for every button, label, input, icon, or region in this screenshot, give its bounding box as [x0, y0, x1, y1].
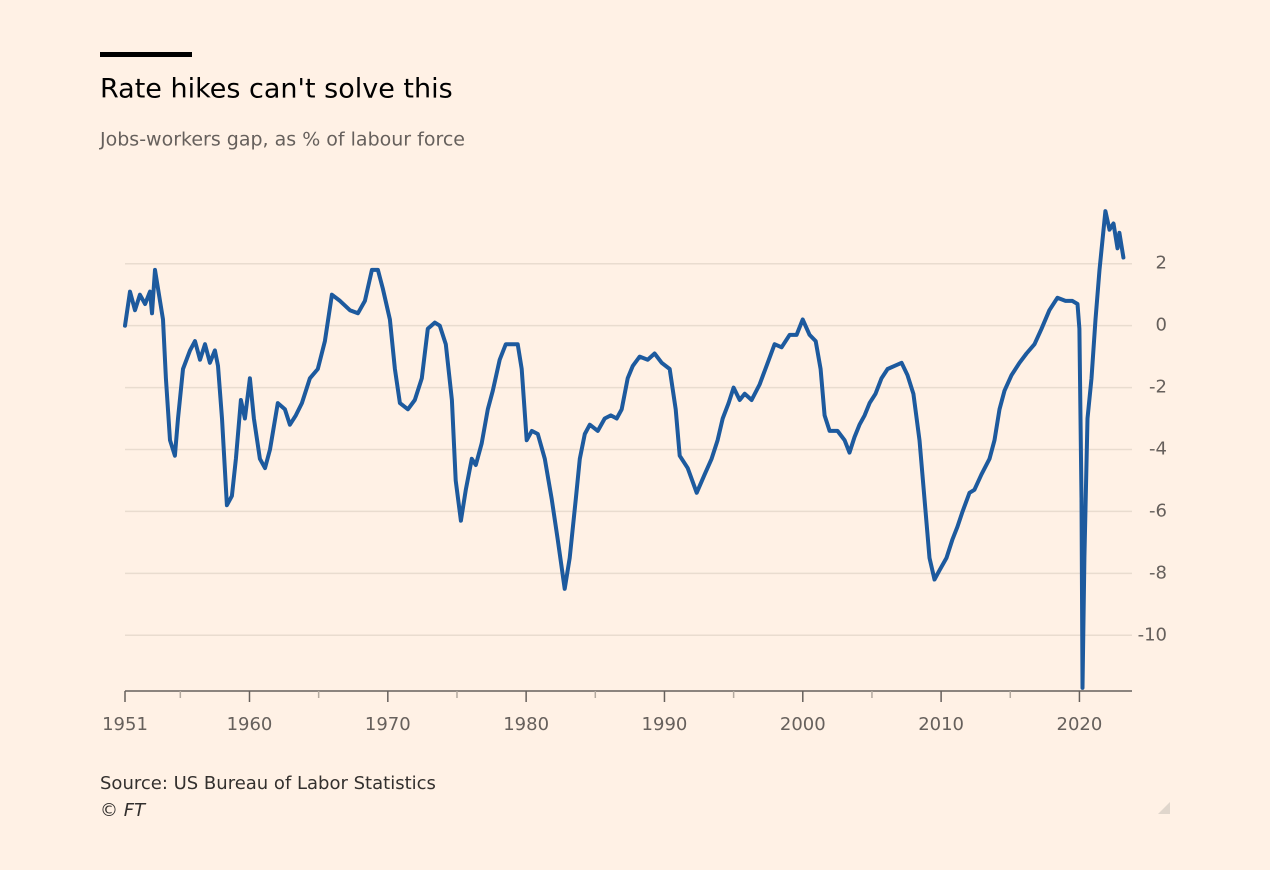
y-tick-label: -10: [1138, 624, 1167, 645]
y-tick-label: 2: [1156, 253, 1167, 274]
x-tick-label: 1960: [227, 714, 273, 735]
chart-title: Rate hikes can't solve this: [100, 74, 453, 105]
x-tick-label: 2010: [918, 714, 964, 735]
y-tick-label: 0: [1156, 315, 1167, 336]
chart-subtitle: Jobs-workers gap, as % of labour force: [99, 129, 465, 151]
source: Source: US Bureau of Labor Statistics: [100, 773, 436, 794]
x-tick-label: 1990: [642, 714, 688, 735]
credit: © FT: [100, 800, 147, 821]
x-tick-label: 2020: [1057, 714, 1103, 735]
y-tick-label: -4: [1149, 439, 1167, 460]
x-tick-label: 1970: [365, 714, 411, 735]
title-bar: [100, 52, 192, 57]
x-tick-label: 1980: [503, 714, 549, 735]
y-tick-label: -2: [1149, 377, 1167, 398]
x-tick-label: 1951: [102, 714, 148, 735]
resize-icon: [1158, 802, 1170, 814]
x-tick-label: 2000: [780, 714, 826, 735]
data-line: [123, 209, 1126, 690]
y-tick-label: -6: [1149, 500, 1167, 521]
y-tick-label: -8: [1149, 562, 1167, 583]
